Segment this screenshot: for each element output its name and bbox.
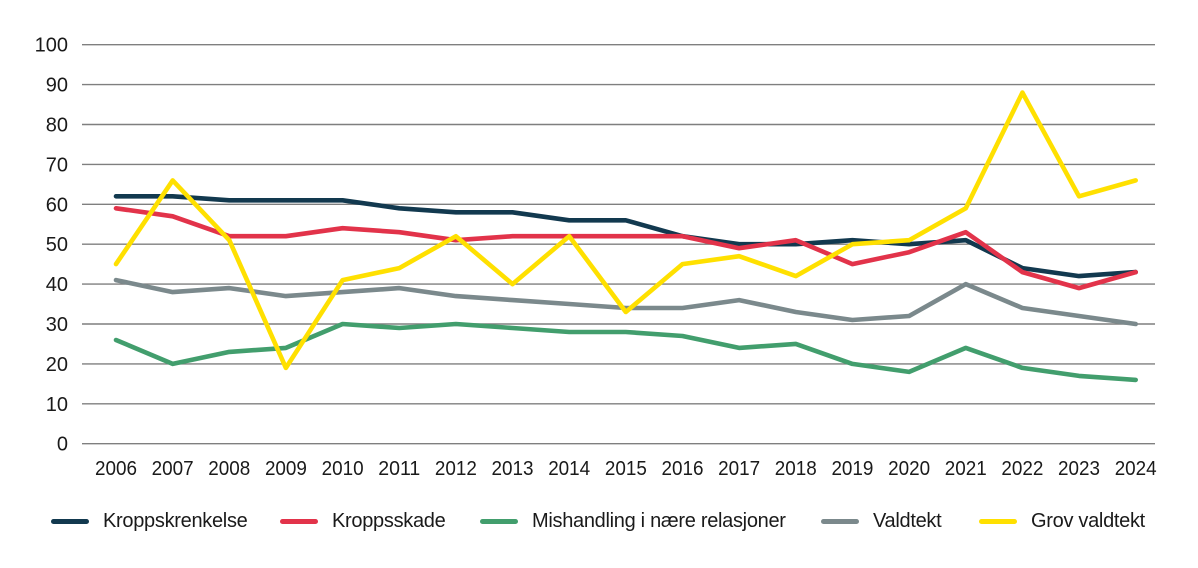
- legend-item-kroppsskade: Kroppsskade: [280, 508, 446, 534]
- y-tick-label-10: 10: [46, 394, 68, 416]
- legend-label-kroppsskade: Kroppsskade: [332, 509, 446, 532]
- legend-item-valdtekt: Valdtekt: [821, 508, 942, 534]
- y-tick-label-40: 40: [46, 274, 68, 296]
- x-tick-label-2019: 2019: [831, 458, 873, 480]
- x-tick-label-2023: 2023: [1058, 458, 1100, 480]
- y-tick-label-100: 100: [35, 35, 68, 57]
- x-tick-label-2017: 2017: [718, 458, 760, 480]
- x-tick-label-2024: 2024: [1115, 458, 1157, 480]
- y-tick-label-50: 50: [46, 234, 68, 256]
- series-line-kroppskrenkelse: [113, 194, 1138, 279]
- legend-item-mishandling-i-naere-relasjoner: Mishandling i nære relasjoner: [480, 508, 786, 534]
- y-tick-label-0: 0: [57, 434, 68, 456]
- legend-label-mishandling-i-naere-relasjoner: Mishandling i nære relasjoner: [532, 509, 786, 532]
- legend-item-grov-valdtekt: Grov valdtekt: [979, 508, 1145, 534]
- chart-plot-area: 0 10 20 30 40 50 60 70 80 90 100 2006 2007 2008 2009 20…: [35, 35, 1157, 480]
- x-tick-label-2016: 2016: [662, 458, 704, 480]
- legend-label-grov-valdtekt: Grov valdtekt: [1031, 509, 1145, 532]
- x-tick-label-2013: 2013: [492, 458, 534, 480]
- y-tick-label-30: 30: [46, 314, 68, 336]
- legend-item-kroppskrenkelse: Kroppskrenkelse: [51, 508, 248, 534]
- x-tick-label-2015: 2015: [605, 458, 647, 480]
- legend-marker-grov-valdtekt: [979, 518, 1017, 524]
- legend-marker-mishandling-i-naere-relasjoner: [480, 518, 518, 524]
- chart-legend: Kroppskrenkelse Kroppsskade Mishandling i …: [0, 508, 1198, 538]
- legend-marker-kroppsskade: [280, 518, 318, 524]
- x-tick-label-2020: 2020: [888, 458, 930, 480]
- x-tick-label-2006: 2006: [95, 458, 137, 480]
- x-tick-label-2009: 2009: [265, 458, 307, 480]
- y-tick-label-20: 20: [46, 354, 68, 376]
- y-tick-label-60: 60: [46, 194, 68, 216]
- y-tick-label-70: 70: [46, 154, 68, 176]
- x-tick-label-2008: 2008: [208, 458, 250, 480]
- legend-marker-kroppskrenkelse: [51, 518, 89, 524]
- x-tick-label-2021: 2021: [945, 458, 987, 480]
- series-line-valdtekt: [113, 277, 1138, 327]
- legend-label-kroppskrenkelse: Kroppskrenkelse: [103, 509, 248, 532]
- x-tick-label-2010: 2010: [322, 458, 364, 480]
- series-line-mishandling-i-naere-relasjoner: [113, 321, 1138, 383]
- x-tick-label-2011: 2011: [378, 458, 420, 480]
- series-line-kroppsskade: [113, 206, 1138, 291]
- x-tick-label-2007: 2007: [152, 458, 194, 480]
- x-tick-label-2014: 2014: [548, 458, 590, 480]
- series-line-grov-valdtekt: [113, 90, 1138, 371]
- legend-label-valdtekt: Valdtekt: [873, 509, 942, 532]
- y-tick-label-90: 90: [46, 75, 68, 97]
- x-tick-label-2022: 2022: [1001, 458, 1043, 480]
- x-tick-label-2018: 2018: [775, 458, 817, 480]
- x-tick-label-2012: 2012: [435, 458, 477, 480]
- legend-marker-valdtekt: [821, 518, 859, 524]
- y-tick-label-80: 80: [46, 115, 68, 137]
